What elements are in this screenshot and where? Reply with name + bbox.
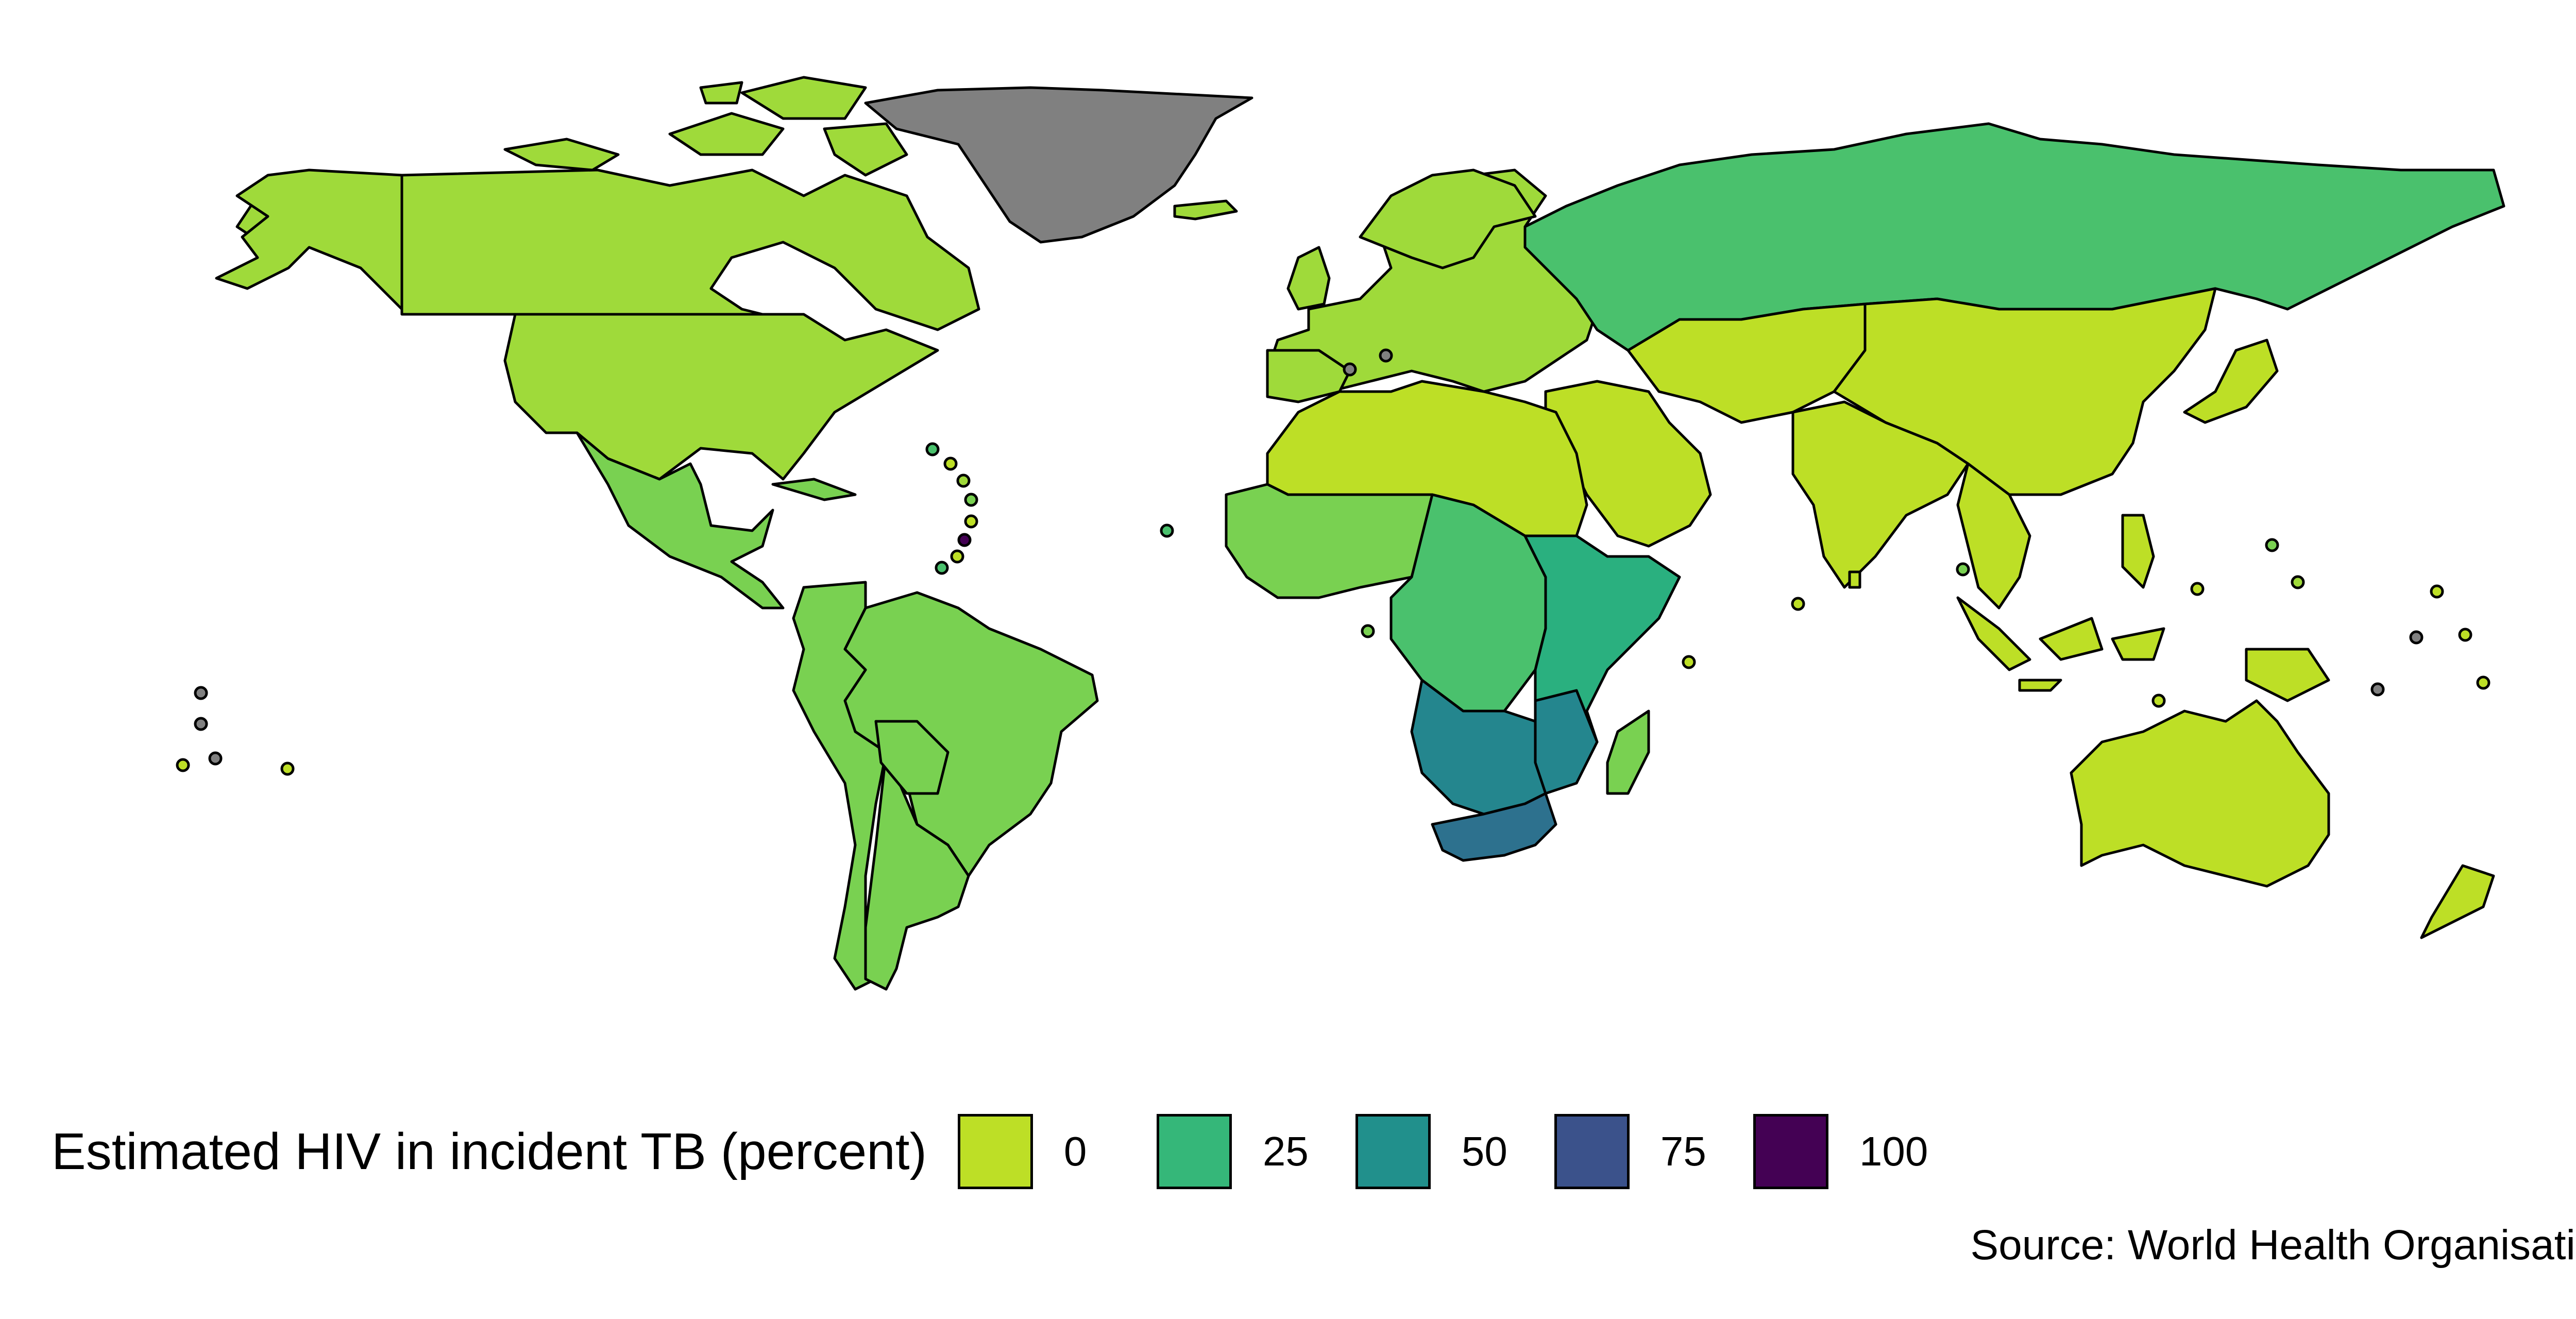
legend-label: 25 [1262,1128,1309,1174]
island-marker [2151,694,2166,708]
island-marker [964,493,978,507]
region-scandinavia [1359,168,1537,269]
region-mozambique [1534,689,1599,795]
island-marker [956,474,971,488]
island-marker [1956,562,1970,577]
island-marker [2291,575,2305,589]
island-marker [194,686,208,700]
legend-swatch [1554,1114,1630,1189]
caribbean-cuba [771,478,857,501]
country-iceland [1173,199,1238,221]
island-marker [943,456,958,471]
country-greenland [864,86,1253,244]
legend-swatch [1156,1114,1232,1189]
legend-label: 100 [1859,1128,1928,1174]
source-caption: Source: World Health Organisation [1970,1222,2576,1269]
region-uk [1286,246,1331,311]
country-japan [2183,339,2279,424]
island-marker [1791,597,1805,611]
island-marker [2409,630,2424,645]
island-marker [950,549,964,564]
legend: Estimated HIV in incident TB (percent) 0… [52,1113,1952,1190]
island-marker [2265,538,2279,552]
island-marker [2458,628,2472,642]
island-marker [1160,523,1174,538]
legend-label: 0 [1063,1128,1087,1174]
arctic-islands [503,76,908,177]
region-indonesia [1956,596,2330,702]
country-south-africa [1431,792,1557,862]
country-australia [2070,699,2330,888]
country-alaska [215,168,403,311]
legend-swatch [957,1114,1033,1189]
country-new-zealand [2420,864,2495,939]
island-marker [964,514,978,529]
island-marker [2370,682,2385,697]
country-usa [503,313,939,481]
legend-item: 50 [1355,1114,1534,1189]
island-marker [2430,584,2444,599]
island-marker [935,561,949,575]
country-sri-lanka [1848,570,1861,589]
country-bolivia [874,720,950,795]
island-marker [2476,675,2490,690]
island-marker [1682,655,1696,669]
legend-title: Estimated HIV in incident TB (percent) [52,1122,927,1180]
legend-item: 0 [957,1114,1136,1189]
island-marker [280,762,295,776]
legend-swatch [1355,1114,1431,1189]
legend-swatch [1753,1114,1828,1189]
island-marker [957,533,972,547]
island-marker [2190,582,2205,596]
country-mexico [575,431,785,610]
region-southeast-asia [1956,462,2031,610]
country-argentina [864,751,970,991]
legend-item: 25 [1156,1114,1335,1189]
legend-label: 75 [1660,1128,1706,1174]
island-marker [1343,362,1357,377]
island-marker [1361,624,1375,638]
region-west-africa [1225,483,1434,599]
island-marker [194,717,208,731]
island-marker [925,442,940,456]
legend-item: 75 [1554,1114,1733,1189]
country-philippines [2121,514,2155,589]
island-marker [1379,348,1393,363]
region-east-africa [1523,534,1681,723]
island-marker [208,751,223,766]
country-madagascar [1606,709,1650,795]
legend-item: 100 [1753,1114,1931,1189]
legend-label: 50 [1461,1128,1507,1174]
island-marker [176,758,190,772]
